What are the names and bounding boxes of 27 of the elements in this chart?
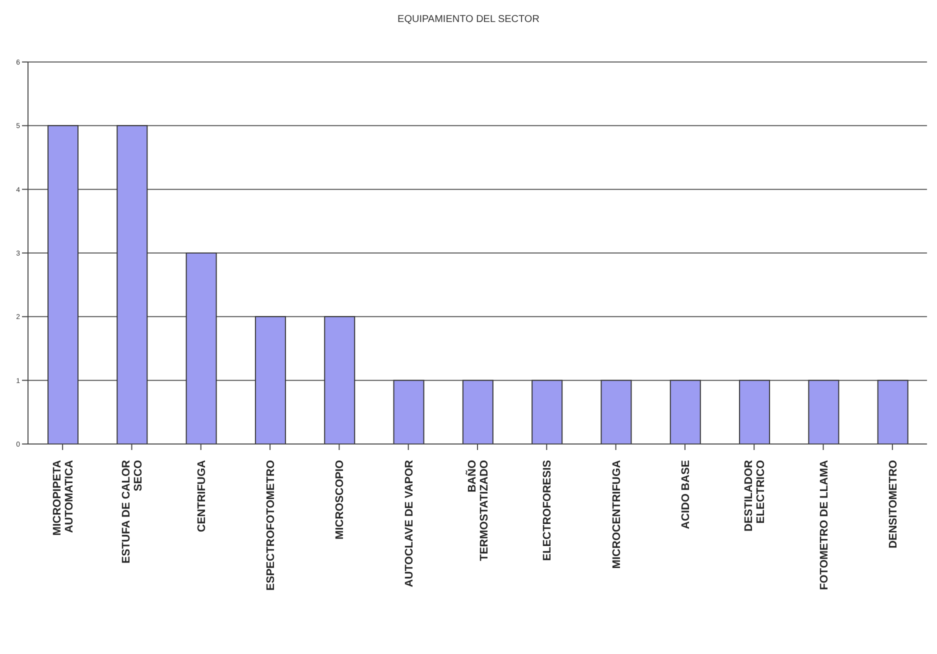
bar bbox=[186, 252, 217, 444]
x-tick-label: DENSITOMETRO bbox=[887, 460, 900, 548]
x-tick-label: ESPECTROFOTOMETRO bbox=[265, 460, 278, 591]
bar bbox=[462, 380, 494, 444]
chart-title: EQUIPAMIENTO DEL SECTOR bbox=[396, 14, 540, 27]
bar bbox=[254, 316, 286, 444]
bar bbox=[739, 380, 770, 444]
x-tick-label: MICROCENTRIFUGA bbox=[610, 460, 623, 569]
bar bbox=[877, 380, 908, 444]
x-tick-label: CENTRIFUGA bbox=[196, 460, 208, 532]
x-tick-label: MICROSCOPIO bbox=[334, 460, 346, 540]
x-tick-label: DESTILADOR ELECTRICO bbox=[743, 460, 768, 532]
x-tick-label: FOTOMETRO DE LLAMA bbox=[818, 460, 830, 590]
bar bbox=[116, 125, 148, 444]
bar bbox=[324, 316, 356, 444]
bar bbox=[48, 125, 78, 444]
bar bbox=[670, 380, 701, 444]
x-tick-label: ACIDO BASE bbox=[680, 460, 692, 530]
x-tick-label: AUTOCLAVE DE VAPOR bbox=[403, 460, 416, 588]
x-tick-label: MICROPIPETA AUTOMATICA bbox=[52, 460, 76, 536]
bar bbox=[808, 380, 840, 444]
x-tick-label: BAÑO TERMOSTATIZADO bbox=[466, 460, 490, 562]
x-tick-label: ELECTROFORESIS bbox=[542, 460, 554, 561]
bar bbox=[532, 380, 563, 444]
x-tick-label: ESTUFA DE CALOR SECO bbox=[120, 460, 145, 564]
bar bbox=[600, 380, 632, 444]
bar bbox=[393, 380, 424, 444]
